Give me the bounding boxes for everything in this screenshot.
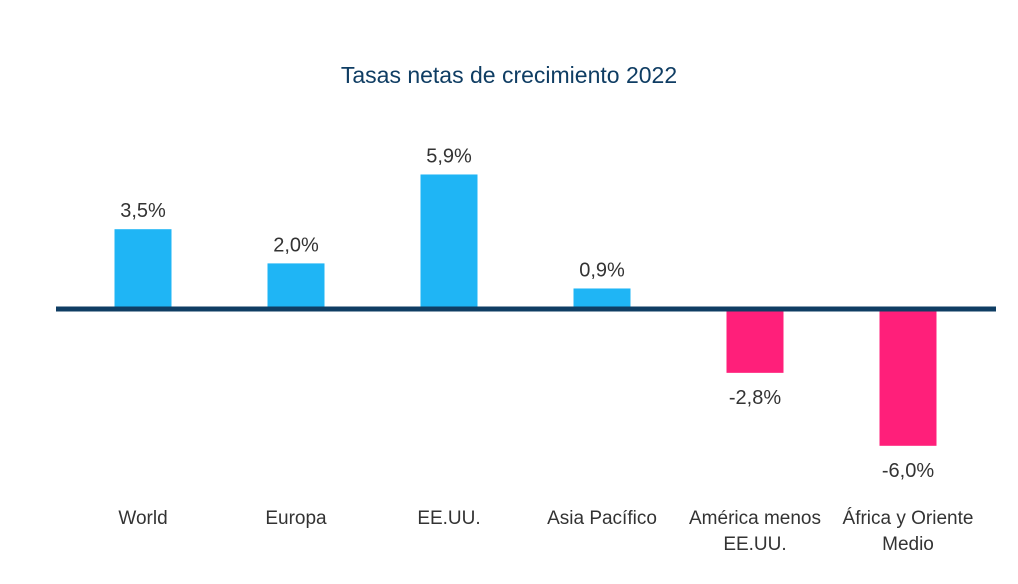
category-label-5: América menos EE.UU.: [689, 508, 821, 555]
bar-5: [726, 309, 784, 373]
data-label-4: 0,9%: [579, 259, 625, 281]
data-label-1: 3,5%: [120, 200, 166, 222]
bar-6: [879, 309, 937, 446]
bar-3: [420, 174, 478, 309]
category-label-6: África y Oriente Medio: [843, 508, 974, 555]
category-label-3: EE.UU.: [417, 508, 480, 529]
category-label-2: Europa: [265, 508, 327, 529]
data-label-5: -2,8%: [729, 387, 781, 409]
data-label-6: -6,0%: [882, 460, 934, 482]
data-label-2: 2,0%: [273, 234, 319, 256]
bar-4: [573, 288, 631, 309]
chart-title: Tasas netas de crecimiento 2022: [340, 62, 678, 88]
bar-2: [267, 263, 325, 309]
data-label-3: 5,9%: [426, 145, 472, 167]
category-label-1: World: [118, 508, 167, 529]
bar-1: [114, 229, 172, 309]
category-label-4: Asia Pacífico: [547, 508, 657, 529]
